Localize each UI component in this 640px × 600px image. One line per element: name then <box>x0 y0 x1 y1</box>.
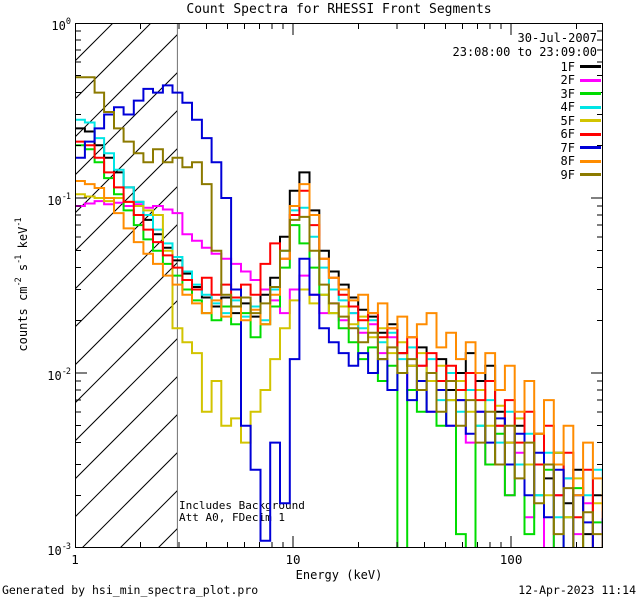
legend-color-swatch <box>580 119 601 123</box>
legend-label: 7F <box>560 140 575 155</box>
legend-label: 5F <box>560 113 575 128</box>
series-7F-curve <box>75 84 603 548</box>
legend-label: 3F <box>560 86 575 101</box>
series-2F-curve <box>75 200 603 548</box>
y-axis-label-part: -2 <box>14 278 24 287</box>
legend-color-swatch <box>580 173 601 177</box>
x-tick-label-1: 1 <box>71 552 79 567</box>
legend-color-swatch <box>580 159 601 163</box>
legend-color-swatch <box>580 132 601 136</box>
legend-color-swatch <box>580 78 601 82</box>
y-axis-label-part: -1 <box>14 218 24 227</box>
legend-color-swatch <box>580 92 601 96</box>
y-axis-label-part: -1 <box>14 255 24 264</box>
y-tick-label-10e-1: 10-1 <box>47 192 71 208</box>
legend-color-swatch <box>580 146 601 150</box>
generated-by-text: Generated by hsi_min_spectra_plot.pro <box>2 583 259 597</box>
y-axis-tick-labels: 100 10-1 10-2 10-3 <box>24 0 71 600</box>
x-axis-tick-labels: 1 10 100 <box>71 552 603 568</box>
plot-frame <box>75 23 603 548</box>
plot-area <box>75 23 603 548</box>
y-tick-label-10e-2: 10-2 <box>47 367 71 383</box>
observation-interval: 30-Jul-2007 23:08:00 to 23:09:00 <box>453 31 598 59</box>
legend-label: 6F <box>560 127 575 142</box>
legend-label: 8F <box>560 154 575 169</box>
legend-entry-5F: 5F <box>561 114 601 128</box>
spectra-canvas <box>75 23 603 548</box>
legend: 1F 2F 3F 4F 5F 6F 7F 8F 9F <box>561 60 601 182</box>
legend-label: 9F <box>560 167 575 182</box>
attenuator-note: Att A0, FDecim 1 <box>179 510 285 524</box>
legend-entry-7F: 7F <box>561 141 601 155</box>
legend-entry-1F: 1F <box>561 60 601 74</box>
series-9F-curve <box>75 76 603 548</box>
plot-annotations: Includes Background Att A0, FDecim 1 <box>179 500 305 523</box>
legend-label: 4F <box>560 100 575 115</box>
y-tick-label-10e0: 100 <box>51 17 71 33</box>
series-1F-curve <box>75 127 603 536</box>
x-axis-label: Energy (keV) <box>295 568 383 582</box>
series-8F-curve <box>75 180 603 519</box>
legend-entry-8F: 8F <box>560 154 601 169</box>
y-tick-label-10e-3: 10-3 <box>47 542 71 558</box>
legend-entry-3F: 3F <box>561 87 601 101</box>
series-5F-curve <box>75 193 603 548</box>
legend-entry-4F: 4F <box>560 100 601 115</box>
observation-date: 30-Jul-2007 <box>517 31 597 45</box>
spectra-series-group <box>75 76 603 548</box>
legend-entry-2F: 2F <box>560 73 601 88</box>
series-6F-curve <box>75 140 603 548</box>
generation-timestamp: 12-Apr-2023 11:14 <box>518 583 636 597</box>
observation-time-range: 23:08:00 to 23:09:00 <box>452 45 598 59</box>
legend-label: 2F <box>560 73 575 88</box>
plot-title: Count Spectra for RHESSI Front Segments <box>186 2 492 17</box>
x-tick-label-10: 10 <box>285 552 301 567</box>
hatched-region <box>75 23 178 548</box>
x-tick-label-100: 100 <box>499 552 523 567</box>
legend-entry-9F: 9F <box>561 168 601 182</box>
legend-entry-6F: 6F <box>560 127 601 142</box>
background-note: Includes Background <box>179 499 305 512</box>
series-4F-curve <box>75 118 603 548</box>
legend-color-swatch <box>580 105 601 109</box>
legend-label: 1F <box>560 59 575 74</box>
legend-color-swatch <box>580 65 601 69</box>
